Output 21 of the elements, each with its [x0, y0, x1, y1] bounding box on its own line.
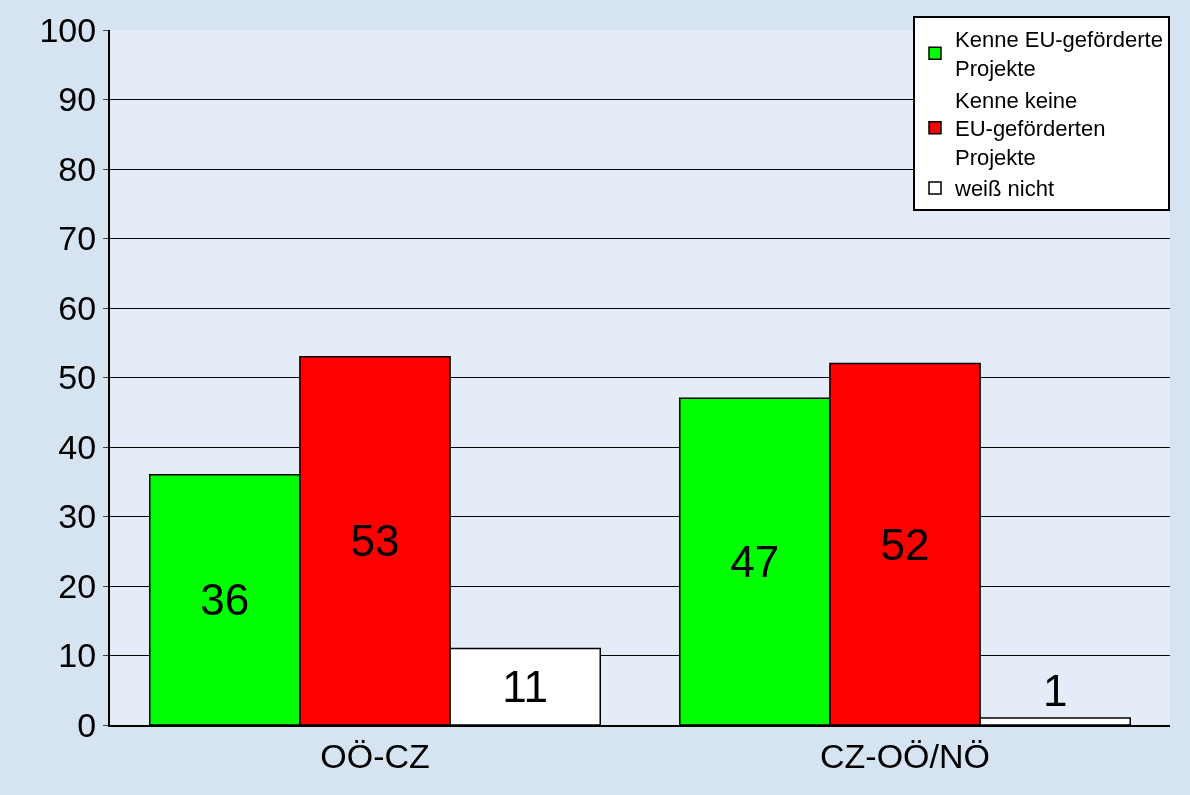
y-tick-label: 60	[58, 288, 97, 327]
y-tick-label: 10	[58, 636, 97, 675]
legend-label: Kenne EU-geförderte Projekte	[955, 27, 1163, 82]
data-label: 53	[350, 516, 400, 566]
y-tick-label: 80	[58, 149, 97, 188]
y-tick-label: 0	[77, 705, 97, 744]
data-label: 47	[730, 537, 780, 587]
x-tick-label: OÖ-CZ	[320, 736, 430, 775]
y-tick-label: 100	[39, 10, 97, 49]
y-tick-label: 20	[58, 566, 97, 605]
data-label: 1	[1042, 666, 1068, 716]
y-tick-label: 30	[58, 497, 97, 536]
data-label: 36	[200, 575, 250, 625]
data-label: 52	[880, 519, 930, 569]
legend-label: weiß nicht	[954, 176, 1055, 202]
y-tick-label: 70	[58, 219, 97, 258]
data-label: 11	[502, 662, 549, 712]
y-tick-label: 40	[58, 427, 97, 466]
x-tick-label: CZ-OÖ/NÖ	[820, 736, 990, 775]
y-tick-label: 50	[58, 358, 97, 397]
y-tick-label: 90	[58, 80, 97, 119]
